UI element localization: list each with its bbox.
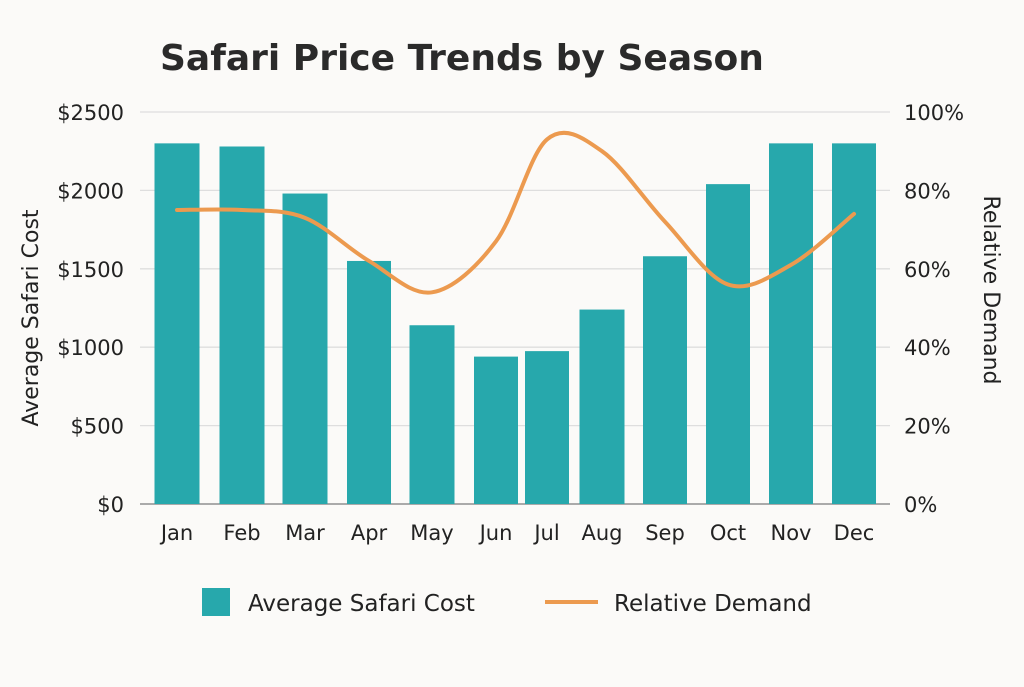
chart-title: Safari Price Trends by Season [160,38,764,79]
bar-may [409,325,455,504]
bar-nov [769,143,813,505]
y2-tick-label: 0% [904,493,937,517]
x-tick-label: Jul [532,521,559,545]
legend-swatch-cost [202,588,230,616]
x-axis: Jan Feb Mar Apr May Jun Jul Aug Sep Oct Nov Dec [159,521,875,545]
legend-label-cost: Average Safari Cost [248,591,475,617]
bar-sep [643,256,687,504]
bar-feb [219,146,265,504]
y2-tick-label: 20% [904,415,951,439]
x-tick-label: Dec [834,521,875,545]
y-axis-right: 0% 20% 40% 60% 80% 100% [904,101,964,517]
x-tick-label: Feb [223,521,260,545]
legend: Average Safari Cost Relative Demand [202,588,812,617]
gridlines [140,111,890,505]
x-tick-label: May [410,521,453,545]
x-tick-label: Mar [285,521,325,545]
x-tick-label: Apr [351,521,388,545]
bar-aug [579,309,625,504]
bar-jan [154,143,200,505]
demand-line [175,130,856,295]
y2-tick-label: 40% [904,336,951,360]
y2-tick-label: 80% [904,179,951,203]
y-tick-label: $2500 [57,101,124,125]
bar-jul [525,351,569,504]
bar-mar [282,193,328,504]
y-tick-label: $500 [71,415,124,439]
y-axis-label: Average Safari Cost [19,209,44,426]
y2-tick-label: 60% [904,258,951,282]
bar-apr [347,260,391,504]
bar-oct [706,184,750,505]
bar-jun [474,356,518,504]
x-tick-label: Nov [771,521,812,545]
x-tick-label: Sep [645,521,685,545]
y-tick-label: $1000 [57,336,124,360]
y-tick-label: $1500 [57,258,124,282]
x-tick-label: Aug [581,521,622,545]
y-tick-label: $2000 [57,179,124,203]
legend-label-demand: Relative Demand [614,591,812,617]
x-tick-label: Jan [159,521,193,545]
y-tick-label: $0 [97,493,124,517]
y2-axis-label: Relative Demand [978,195,1003,384]
x-tick-label: Jun [478,521,513,545]
bar-series [154,143,876,505]
x-tick-label: Oct [710,521,746,545]
y-axis-left: $0 $500 $1000 $1500 $2000 $2500 [57,101,124,517]
y2-tick-label: 100% [904,101,964,125]
bar-dec [832,143,876,505]
